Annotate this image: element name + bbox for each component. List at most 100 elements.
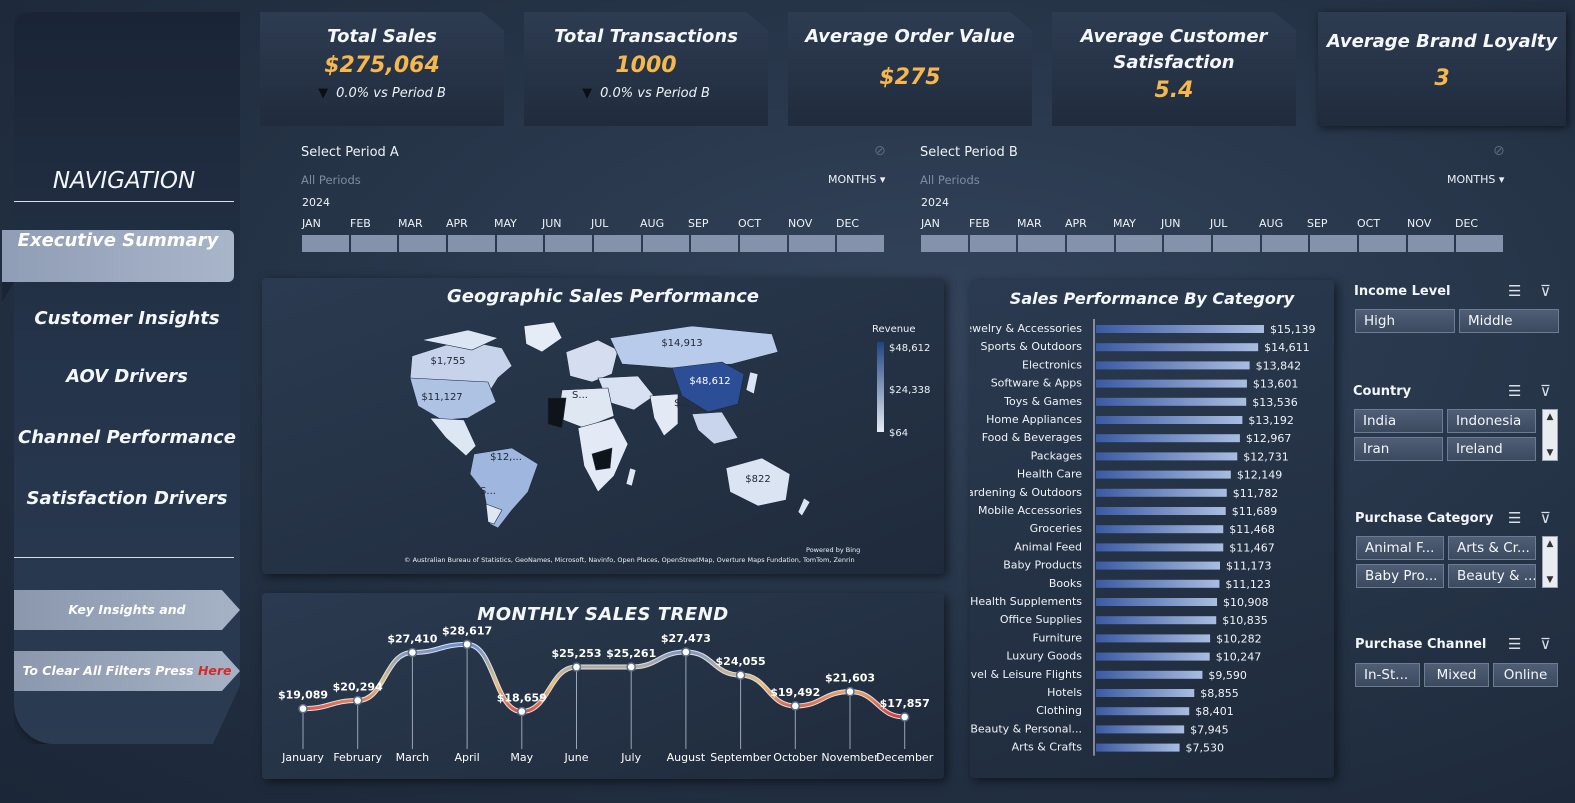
timeline-month-cell[interactable] (691, 235, 739, 252)
scroll-up-icon[interactable]: ▲ (1546, 539, 1554, 549)
slicer-country[interactable]: Country ☰ ⊽ India Indonesia Iran Ireland… (1346, 378, 1566, 468)
clear-filters-here-link[interactable]: Here (197, 663, 232, 678)
timeline-month-cell[interactable] (837, 235, 885, 252)
timeline-month-cell[interactable] (1359, 235, 1406, 252)
trend-point[interactable] (681, 647, 691, 657)
timeline-period-b[interactable]: Select Period B ⊘ All Periods MONTHS ▾ 2… (915, 140, 1511, 258)
category-bar[interactable] (1096, 397, 1247, 406)
category-bar[interactable] (1096, 561, 1220, 570)
category-bar[interactable] (1096, 543, 1224, 552)
trend-point[interactable] (407, 647, 418, 658)
category-bar[interactable] (1096, 452, 1238, 461)
trend-point[interactable] (298, 703, 308, 714)
nav-item-channel-performance[interactable]: Channel Performance (18, 427, 236, 448)
multi-select-icon[interactable]: ☰ (1508, 382, 1522, 400)
nav-item-customer-insights[interactable]: Customer Insights (34, 308, 220, 329)
world-map[interactable]: $1,755 $11,127 $14,913 $48,612 $12,... S… (262, 278, 944, 574)
slicer-option-iran[interactable]: Iran (1354, 437, 1443, 461)
category-bar[interactable] (1096, 470, 1231, 479)
category-bar[interactable] (1096, 634, 1211, 643)
trend-point[interactable] (517, 706, 527, 717)
timeline-month-cell[interactable] (350, 235, 398, 252)
clear-filter-icon[interactable]: ⊘ (874, 143, 886, 159)
clear-filter-icon[interactable]: ⊘ (1493, 143, 1505, 159)
category-bar[interactable] (1096, 416, 1243, 424)
timeline-month-cell[interactable] (302, 235, 349, 252)
slicer-option-animal-feed[interactable]: Animal F... (1356, 536, 1444, 560)
category-bar[interactable] (1096, 598, 1218, 606)
scroll-up-icon[interactable]: ▲ (1546, 412, 1554, 422)
trend-point[interactable] (790, 701, 801, 711)
trend-point[interactable] (735, 670, 746, 680)
category-bar[interactable] (1096, 525, 1224, 534)
slicer-option-ireland[interactable]: Ireland (1447, 437, 1536, 461)
multi-select-icon[interactable]: ☰ (1508, 635, 1522, 653)
slicer-option-mixed[interactable]: Mixed (1424, 663, 1489, 687)
timeline-month-cell[interactable] (1213, 235, 1260, 252)
clear-filter-icon[interactable]: ⊽ (1540, 282, 1551, 300)
timeline-month-cell[interactable] (921, 235, 968, 252)
timeline-period-a[interactable]: Select Period A ⊘ All Periods MONTHS ▾ 2… (296, 140, 892, 258)
clear-filter-icon[interactable]: ⊽ (1540, 509, 1551, 527)
category-bar[interactable] (1096, 507, 1226, 515)
category-bar[interactable] (1096, 379, 1247, 388)
slicer-scrollbar[interactable]: ▲ ▼ (1542, 536, 1558, 588)
timeline-month-cell[interactable] (448, 235, 495, 252)
nav-item-aov-drivers[interactable]: AOV Drivers (66, 366, 188, 387)
slicer-purchase-channel[interactable]: Purchase Channel ☰ ⊽ In-St... Mixed Onli… (1346, 631, 1566, 695)
timeline-month-cell[interactable] (1067, 235, 1114, 252)
category-bar[interactable] (1096, 616, 1217, 625)
trend-point[interactable] (845, 686, 855, 697)
timeline-month-cell[interactable] (1164, 235, 1212, 252)
category-bar[interactable] (1096, 652, 1210, 661)
category-bar[interactable] (1096, 343, 1259, 352)
trend-point[interactable] (352, 695, 363, 706)
category-bar[interactable] (1096, 579, 1220, 588)
timeline-month-cell[interactable] (969, 235, 1017, 252)
trend-point[interactable] (626, 662, 636, 672)
slicer-option-middle[interactable]: Middle (1459, 309, 1559, 333)
trend-point[interactable] (571, 662, 582, 672)
slicer-option-arts-crafts[interactable]: Arts & Cr... (1448, 536, 1536, 560)
timeline-month-cell[interactable] (1456, 235, 1504, 252)
slicer-purchase-category[interactable]: Purchase Category ☰ ⊽ Animal F... Arts &… (1346, 505, 1566, 595)
timeline-month-cell[interactable] (1407, 235, 1455, 252)
timeline-month-cell[interactable] (545, 235, 593, 252)
timeline-month-cell[interactable] (740, 235, 787, 252)
key-insights-button[interactable]: Key Insights and Recommendations (14, 590, 240, 630)
timeline-granularity[interactable]: MONTHS ▾ (1447, 173, 1504, 186)
category-bar[interactable] (1096, 488, 1227, 497)
timeline-month-cell[interactable] (1018, 235, 1066, 252)
trend-point[interactable] (899, 712, 910, 722)
timeline-month-cell[interactable] (788, 235, 836, 252)
slicer-option-baby-products[interactable]: Baby Pro... (1356, 564, 1444, 588)
timeline-bar[interactable] (302, 235, 885, 252)
timeline-month-cell[interactable] (1115, 235, 1163, 252)
timeline-month-cell[interactable] (399, 235, 447, 252)
nav-item-executive-summary[interactable]: Executive Summary (2, 230, 234, 282)
timeline-month-cell[interactable] (642, 235, 690, 252)
slicer-scrollbar[interactable]: ▲ ▼ (1542, 409, 1558, 461)
category-bar[interactable] (1096, 325, 1264, 333)
category-bar[interactable] (1096, 434, 1240, 443)
slicer-option-india[interactable]: India (1354, 409, 1443, 433)
scroll-down-icon[interactable]: ▼ (1546, 448, 1554, 458)
category-bar[interactable] (1096, 743, 1180, 752)
category-bar[interactable] (1096, 689, 1195, 697)
timeline-granularity[interactable]: MONTHS ▾ (828, 173, 885, 186)
clear-filter-icon[interactable]: ⊽ (1540, 635, 1551, 653)
slicer-income-level[interactable]: Income Level ☰ ⊽ High Middle (1346, 278, 1566, 346)
category-bar[interactable] (1096, 707, 1190, 716)
nav-item-satisfaction-drivers[interactable]: Satisfaction Drivers (26, 488, 228, 509)
slicer-option-beauty[interactable]: Beauty & ... (1448, 564, 1536, 588)
slicer-option-high[interactable]: High (1355, 309, 1455, 333)
category-bar[interactable] (1096, 670, 1203, 679)
timeline-bar[interactable] (921, 235, 1504, 252)
slicer-option-in-store[interactable]: In-St... (1355, 663, 1420, 687)
multi-select-icon[interactable]: ☰ (1508, 282, 1522, 300)
scroll-down-icon[interactable]: ▼ (1546, 575, 1554, 585)
clear-filter-icon[interactable]: ⊽ (1540, 382, 1551, 400)
timeline-month-cell[interactable] (496, 235, 544, 252)
timeline-month-cell[interactable] (1310, 235, 1358, 252)
clear-filters-button[interactable]: To Clear All Filters Press Here (14, 651, 240, 691)
